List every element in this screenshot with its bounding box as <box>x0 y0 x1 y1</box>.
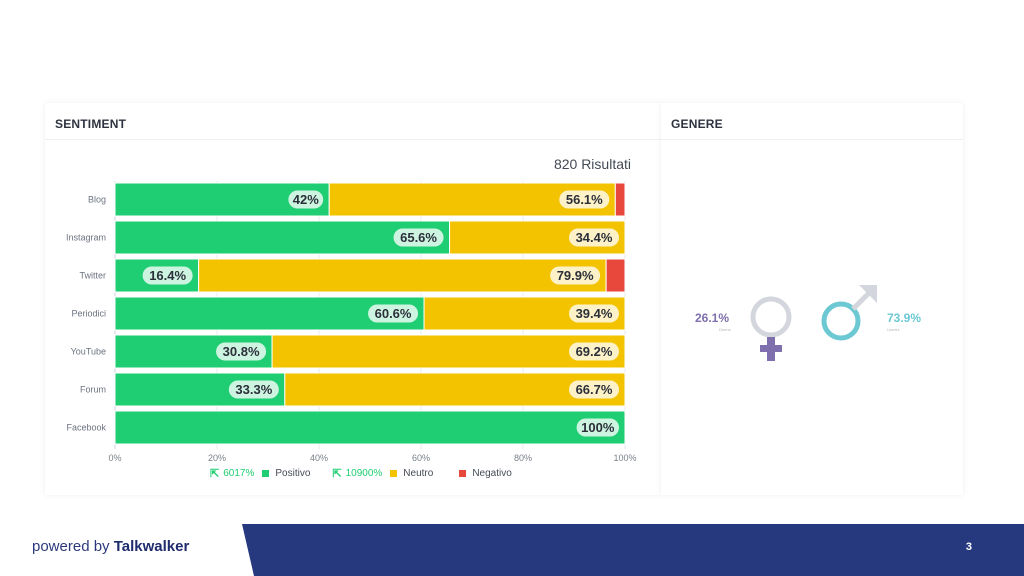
data-label: 56.1% <box>566 192 603 207</box>
brand-prefix: powered by <box>32 538 114 555</box>
results-count: 820 Risultati <box>553 156 631 172</box>
bar-segment-negativo <box>614 182 626 217</box>
data-label: 16.4% <box>149 268 186 283</box>
page-number: 3 <box>965 541 972 553</box>
bar-segment-negativo <box>605 258 626 293</box>
data-label-bg <box>569 228 619 247</box>
bar-segment-neutro <box>284 372 626 407</box>
category-label: YouTube <box>71 347 106 357</box>
bar-segment-neutro <box>271 334 626 369</box>
male-sublabel: Uomini <box>887 327 900 332</box>
category-label: Twitter <box>79 271 106 281</box>
data-label-bg <box>550 266 601 285</box>
gender-panel: GENERE 26.1% Donne 73.9% Uomini <box>661 103 963 495</box>
neutral-swatch <box>390 470 398 477</box>
data-label: 79.9% <box>557 268 594 283</box>
male-symbol-icon <box>821 285 877 341</box>
category-label: Forum <box>80 385 106 395</box>
data-label: 66.7% <box>576 382 613 397</box>
legend-neutral[interactable]: Neutro <box>403 468 434 479</box>
data-label-bg <box>216 342 267 361</box>
data-label-bg <box>288 190 324 209</box>
legend-negative[interactable]: Negativo <box>472 468 512 479</box>
sentiment-divider <box>45 139 661 140</box>
category-label: Facebook <box>66 423 106 433</box>
data-label: 69.2% <box>576 344 613 359</box>
female-percent: 26.1% <box>695 311 730 325</box>
chart-legend: ⇱ 6017% Positivo ⇱ 10900% Neutro Negativ… <box>210 467 512 480</box>
x-tick-label: 0% <box>108 453 121 463</box>
x-tick-label: 60% <box>412 453 430 463</box>
data-label: 42% <box>293 192 319 207</box>
data-label-bg <box>368 304 419 323</box>
data-label: 39.4% <box>576 306 613 321</box>
x-tick-label: 20% <box>208 453 226 463</box>
data-label: 100% <box>581 420 615 435</box>
brand-name: Talkwalker <box>113 538 190 555</box>
data-label-bg <box>576 418 619 437</box>
positive-count: 6017% <box>223 468 255 479</box>
trend-up-icon: ⇱ <box>210 468 220 480</box>
sentiment-title: SENTIMENT <box>55 117 127 131</box>
data-label: 33.3% <box>235 382 272 397</box>
data-label-bg <box>569 342 619 361</box>
x-tick-label: 100% <box>613 453 636 463</box>
trend-up-icon: ⇱ <box>332 468 342 480</box>
positive-swatch <box>262 470 270 477</box>
footer: powered by Talkwalker 3 <box>0 524 1024 576</box>
data-label: 65.6% <box>400 230 437 245</box>
category-label: Instagram <box>66 233 106 243</box>
x-tick-label: 40% <box>310 453 328 463</box>
sentiment-panel: SENTIMENT 820 Risultati 0% 20% 40% 60% 80% 10… <box>45 103 661 495</box>
male-percent: 73.9% <box>887 311 922 325</box>
data-label-bg <box>569 380 619 399</box>
data-label: 30.8% <box>223 344 260 359</box>
bar-segment-positivo <box>114 410 626 445</box>
gender-title: GENERE <box>671 117 723 131</box>
category-label: Periodici <box>71 309 106 319</box>
data-label-bg <box>142 266 193 285</box>
data-label-bg <box>569 304 619 323</box>
data-label: 60.6% <box>375 306 412 321</box>
gender-divider <box>661 139 963 140</box>
sentiment-chart: 0% 20% 40% 60% 80% 100% Blog 42% 56.1% Instagram 6… <box>66 181 637 463</box>
category-label: Blog <box>88 195 106 205</box>
legend-positive[interactable]: Positivo <box>275 468 311 479</box>
female-symbol-icon <box>750 296 792 361</box>
data-label: 34.4% <box>576 230 613 245</box>
data-label-bg <box>228 380 279 399</box>
bar-segment-neutro <box>198 258 607 293</box>
footer-band <box>242 524 1024 576</box>
negative-swatch <box>459 470 467 477</box>
data-label-bg <box>393 228 444 247</box>
neutral-count: 10900% <box>345 468 383 479</box>
data-label-bg <box>559 190 610 209</box>
female-sublabel: Donne <box>719 327 731 332</box>
x-tick-label: 80% <box>514 453 532 463</box>
talkwalker-logo: powered by Talkwalker <box>32 538 189 555</box>
